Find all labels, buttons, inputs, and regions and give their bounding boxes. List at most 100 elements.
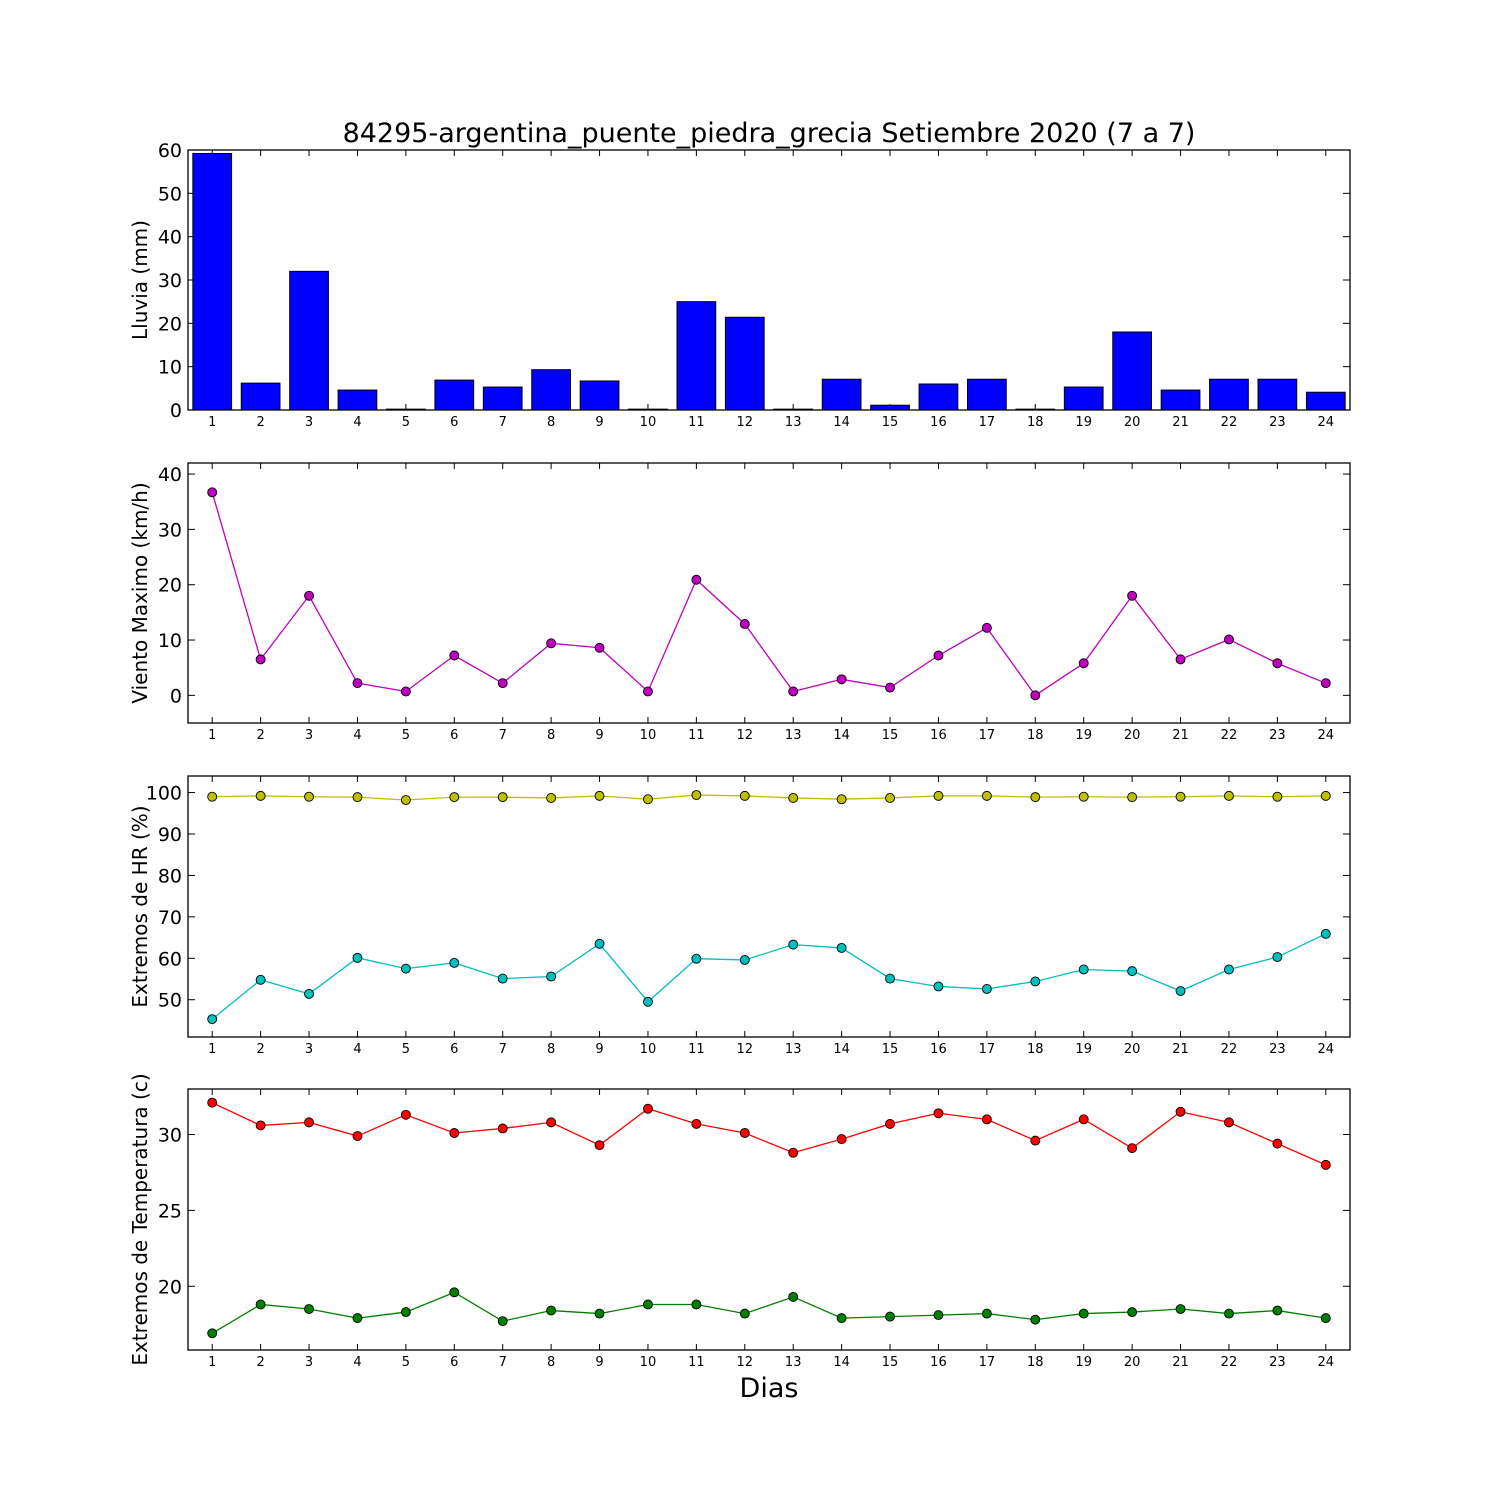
bar-day-24 [1305,391,1346,411]
data-point [691,790,702,801]
x-tick-label: 8 [547,728,555,743]
x-tick-label: 19 [1075,1042,1092,1057]
x-tick-label: 6 [450,415,458,430]
x-tick-label: 18 [1027,1042,1044,1057]
x-tick-label: 23 [1269,1042,1286,1057]
x-tick-label: 6 [450,1042,458,1057]
data-point [933,1310,944,1321]
y-tick-label: 70 [158,907,182,929]
data-point [497,678,508,689]
axes-frame [187,775,1351,1038]
data-point [546,1117,557,1128]
x-tick-label: 1 [208,415,216,430]
data-point [1127,1143,1138,1154]
x-tick-label: 16 [930,1042,947,1057]
x-tick-label: 1 [208,1355,216,1370]
y-tick-label: 20 [158,313,182,335]
y-tick-label: 30 [158,519,182,541]
data-point [207,1014,218,1025]
data-point [836,1313,847,1324]
data-point [981,1308,992,1319]
x-tick-label: 17 [979,1042,996,1057]
x-tick-label: 9 [595,728,603,743]
x-tick-label: 13 [785,415,802,430]
data-point [352,678,363,689]
data-point [255,1299,266,1310]
data-point [255,974,266,985]
x-tick-label: 17 [979,1355,996,1370]
data-point [400,795,411,805]
x-tick-label: 3 [305,1042,313,1057]
data-point [836,674,847,685]
data-point [836,942,847,953]
data-point [1224,964,1234,975]
x-tick-label: 21 [1172,728,1189,743]
data-point [207,1097,218,1108]
y-tick-label: 25 [158,1200,182,1222]
x-tick-label: 14 [833,1042,850,1057]
x-tick-label: 2 [256,1355,264,1370]
data-point [400,963,411,974]
data-point [691,1299,702,1310]
data-point [788,1291,799,1302]
data-point [304,590,314,601]
data-point [1078,1114,1089,1125]
data-point [643,996,653,1007]
x-tick-label: 24 [1318,1042,1335,1057]
x-tick-label: 8 [547,1355,555,1370]
data-point [1127,590,1138,601]
data-point [304,1117,314,1128]
data-point [207,791,218,802]
x-tick-label: 11 [688,728,705,743]
y-axis-label: Extremos de Temperatura (c) [128,1073,152,1365]
bar-day-23 [1257,378,1298,411]
x-axis-label: Dias [740,1373,799,1404]
bar-day-1 [192,152,233,411]
x-tick-label: 18 [1027,728,1044,743]
data-point [691,953,702,964]
data-point [739,1128,750,1138]
data-point [1272,952,1283,962]
data-point [304,988,314,999]
data-point [1127,966,1138,977]
data-point [352,1313,363,1324]
axes-frame [187,462,1351,724]
data-point [449,1128,460,1138]
x-tick-label: 6 [450,1355,458,1370]
data-point [546,971,557,982]
x-tick-label: 13 [785,1042,802,1057]
y-tick-label: 60 [158,140,182,162]
data-point [643,794,653,805]
x-tick-label: 1 [208,1042,216,1057]
data-point [352,952,363,963]
x-tick-label: 16 [930,728,947,743]
x-tick-label: 18 [1027,415,1044,430]
x-tick-label: 12 [737,1355,754,1370]
bar-day-2 [240,382,281,411]
x-tick-label: 8 [547,1042,555,1057]
data-point [788,686,799,697]
data-point [255,654,266,665]
x-tick-label: 21 [1172,1042,1189,1057]
y-tick-label: 20 [158,1276,182,1298]
bar-day-6 [434,379,475,411]
x-tick-label: 13 [785,728,802,743]
x-tick-label: 20 [1124,1042,1141,1057]
y-axis-label: Viento Maximo (km/h) [128,482,152,703]
x-tick-label: 2 [256,728,264,743]
data-point [1030,1314,1041,1325]
data-point [546,793,557,803]
x-tick-label: 12 [737,415,754,430]
data-point [1320,928,1331,939]
data-point [497,1316,508,1327]
x-tick-label: 11 [688,1355,705,1370]
data-point [1030,976,1041,987]
data-point [1175,1106,1186,1117]
data-point [352,792,363,803]
x-tick-label: 14 [833,415,850,430]
data-point [788,793,799,803]
